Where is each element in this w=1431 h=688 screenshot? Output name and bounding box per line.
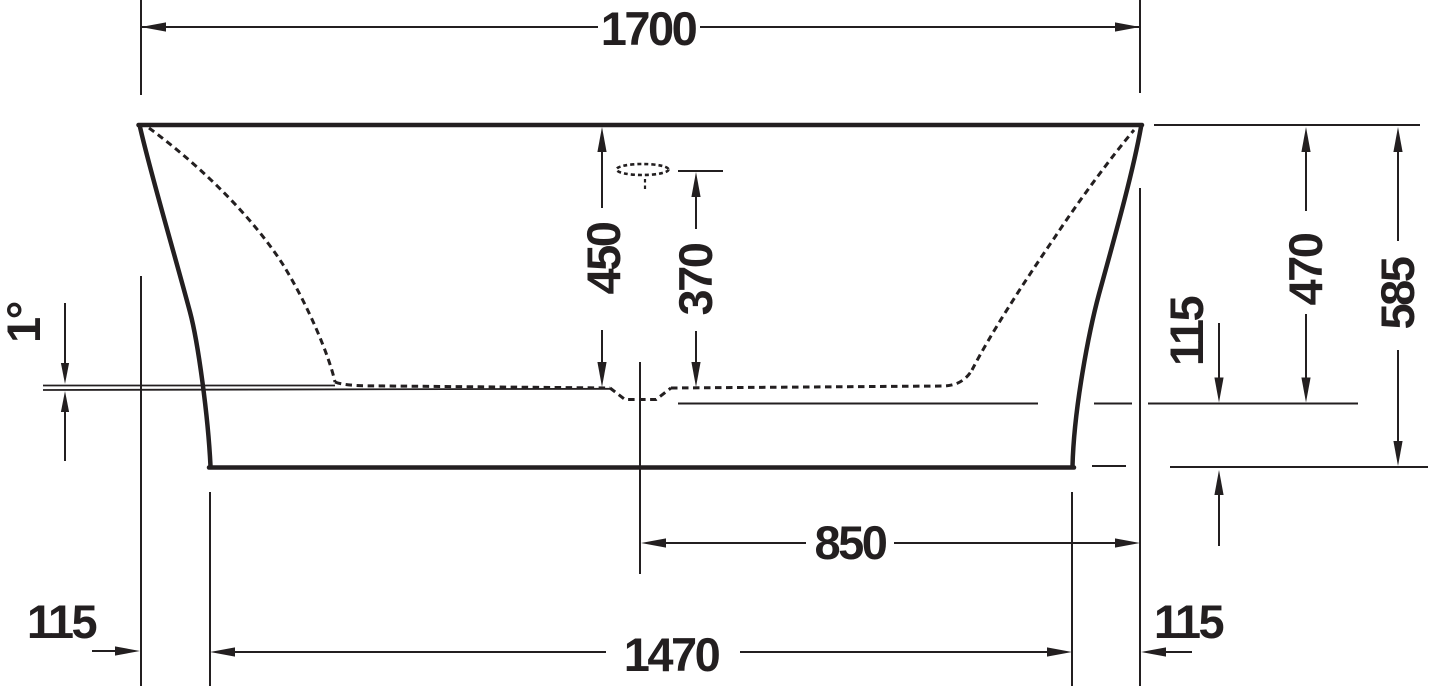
arrowhead — [641, 538, 666, 548]
dimension-overall-height: 585 — [1371, 127, 1424, 466]
label-depth-to-overflow: 370 — [669, 243, 722, 315]
dimension-interior-depth: 470 — [1279, 127, 1332, 403]
label-depth-to-rim: 450 — [577, 222, 630, 294]
arrowhead — [1047, 647, 1072, 657]
dimension-base-length: 1470 — [210, 628, 1072, 681]
inner-floor-left — [334, 380, 611, 390]
arrowhead — [1115, 22, 1140, 32]
arrowhead — [210, 647, 235, 657]
inner-right-wall — [970, 129, 1136, 371]
label-left-overhang: 115 — [27, 595, 97, 648]
extension-lines — [140, 0, 1428, 686]
dimension-right-overhang: 115 — [1141, 595, 1226, 657]
arrowhead — [1214, 470, 1224, 495]
arrowhead — [60, 391, 70, 412]
dimension-depth-to-rim: 450 — [577, 127, 630, 387]
dimension-floor-slope: 1° — [0, 302, 70, 461]
arrowhead — [691, 172, 701, 197]
arrowhead — [1214, 377, 1224, 403]
arrowhead — [1393, 127, 1403, 152]
arrowhead — [597, 127, 607, 152]
floor-slope-reference-lines — [42, 384, 613, 391]
slope-reference-lower-line — [42, 387, 613, 391]
label-interior-depth: 470 — [1279, 233, 1332, 305]
arrowhead — [115, 646, 140, 656]
dimension-depth-to-overflow: 370 — [669, 172, 722, 387]
arrowhead — [1393, 441, 1403, 466]
arrowhead — [1115, 538, 1140, 548]
overflow-marker — [615, 162, 670, 177]
label-base-length: 1470 — [624, 628, 720, 681]
arrowhead — [60, 363, 70, 384]
label-overall-length: 1700 — [601, 2, 697, 55]
tub-left-wall — [137, 124, 213, 469]
arrowhead — [1141, 647, 1166, 657]
bathtub-inner-profile — [148, 126, 1136, 401]
arrowhead — [141, 22, 166, 32]
label-right-overhang: 115 — [1154, 595, 1224, 648]
label-overall-height: 585 — [1371, 257, 1424, 329]
bathtub-outer-profile — [136, 122, 1145, 470]
dimension-drain-to-right-edge: 850 — [641, 516, 1140, 569]
inner-floor-right — [670, 369, 974, 390]
arrowhead — [691, 362, 701, 387]
inner-left-wall — [148, 126, 337, 383]
label-floor-slope: 1° — [0, 302, 50, 343]
arrowhead — [1301, 377, 1311, 403]
arrowhead — [1301, 127, 1311, 152]
dimension-left-overhang: 115 — [27, 595, 140, 656]
dimension-overall-length: 1700 — [141, 2, 1140, 55]
label-plinth-height: 115 — [1160, 296, 1213, 366]
dimension-plinth-height: 115 — [1160, 296, 1224, 546]
label-drain-to-right-edge: 850 — [815, 516, 887, 569]
arrowhead — [597, 362, 607, 387]
tub-right-wall — [1070, 124, 1144, 469]
